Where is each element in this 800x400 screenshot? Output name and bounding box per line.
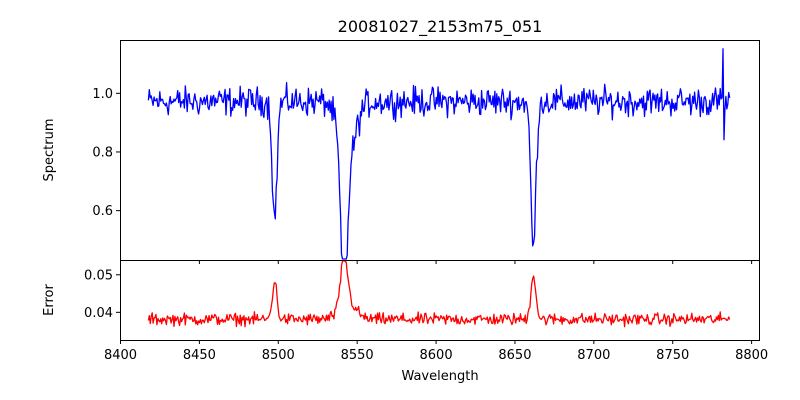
y-tick-label: 0.8 <box>92 145 113 160</box>
y-tick-label: 0.04 <box>84 306 113 321</box>
x-axis-label: Wavelength <box>401 369 478 384</box>
y-tick-label: 1.0 <box>92 87 113 102</box>
spectrum-line <box>147 48 731 260</box>
x-tick-label: 8750 <box>656 348 689 363</box>
spectrum-y-ticks: 0.6 0.8 1.0 <box>92 87 120 219</box>
y-tick-label: 0.05 <box>84 268 113 283</box>
x-tick-label: 8600 <box>420 348 453 363</box>
spectrum-y-axis-label: Spectrum <box>42 119 57 182</box>
error-line <box>147 260 731 328</box>
error-y-axis-label: Error <box>42 284 57 316</box>
x-tick-label: 8650 <box>498 348 531 363</box>
error-panel: 0.04 0.05 8400 8450 8500 8550 8600 8650 8700 875… <box>42 260 768 384</box>
chart-title: 20081027_2153m75_051 <box>338 17 543 37</box>
x-tick-label: 8800 <box>735 348 768 363</box>
x-tick-label: 8450 <box>183 348 216 363</box>
x-tick-label: 8700 <box>577 348 610 363</box>
error-x-ticks: 8400 8450 8500 8550 8600 8650 8700 8750 8800 <box>104 340 768 363</box>
x-tick-label: 8550 <box>341 348 374 363</box>
error-y-ticks: 0.04 0.05 <box>84 268 120 321</box>
x-tick-label: 8400 <box>104 348 137 363</box>
y-tick-label: 0.6 <box>92 204 113 219</box>
x-tick-label: 8500 <box>262 348 295 363</box>
error-axes-frame <box>120 260 760 341</box>
